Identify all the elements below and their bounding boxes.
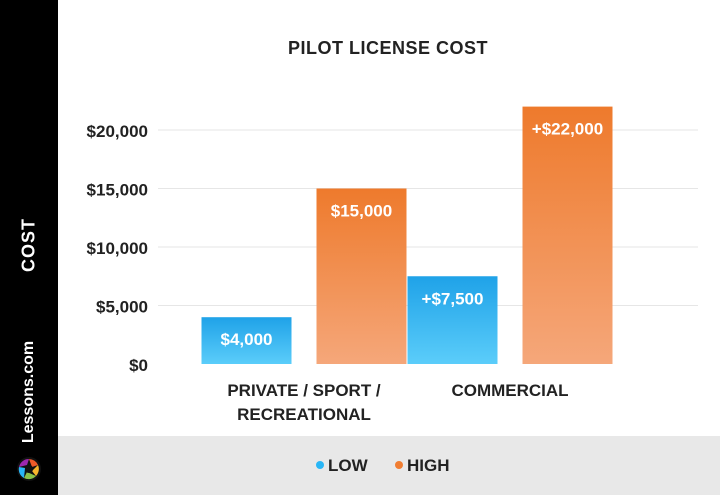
legend: LOW HIGH bbox=[58, 436, 720, 495]
bar-high bbox=[316, 188, 407, 364]
y-tick-label: $0 bbox=[129, 356, 148, 375]
legend-label-low: LOW bbox=[328, 456, 368, 475]
y-tick-label: $20,000 bbox=[87, 122, 148, 141]
bar-value-label: +$22,000 bbox=[532, 120, 603, 139]
legend-label-high: HIGH bbox=[407, 456, 450, 475]
bar-low bbox=[201, 317, 292, 364]
y-tick-label: $5,000 bbox=[96, 298, 148, 317]
bar-low bbox=[407, 276, 498, 364]
x-tick-label: COMMERCIAL bbox=[451, 381, 568, 400]
bar-high bbox=[522, 106, 613, 364]
legend-item-high: HIGH bbox=[395, 456, 450, 476]
y-tick-label: $15,000 bbox=[87, 181, 148, 200]
y-tick-label: $10,000 bbox=[87, 239, 148, 258]
y-axis-title: COST bbox=[18, 217, 39, 273]
bar-value-label: +$7,500 bbox=[422, 289, 484, 308]
brand-name: Lessons.com bbox=[20, 340, 37, 444]
bar-value-label: $15,000 bbox=[331, 202, 392, 221]
side-bar: COST Lessons.com bbox=[0, 0, 58, 495]
camera-aperture-icon bbox=[17, 457, 41, 481]
chart-title: PILOT LICENSE COST bbox=[288, 38, 488, 58]
x-tick-label: PRIVATE / SPORT / bbox=[227, 381, 381, 400]
chart-plot: PILOT LICENSE COST $0 $5,000 $10,000 $15,00… bbox=[87, 38, 698, 424]
legend-marker-high bbox=[395, 460, 403, 469]
bar-value-label: $4,000 bbox=[221, 330, 273, 349]
legend-marker-low bbox=[316, 460, 324, 469]
legend-item-low: LOW bbox=[316, 456, 368, 476]
x-tick-label: RECREATIONAL bbox=[237, 405, 371, 424]
